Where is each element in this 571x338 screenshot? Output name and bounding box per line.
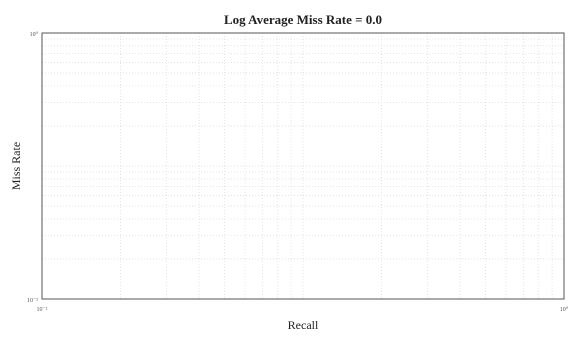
grid: [42, 33, 564, 299]
chart-title: Log Average Miss Rate = 0.0: [224, 12, 382, 27]
y-axis-label: Miss Rate: [9, 142, 23, 190]
x-axis-label: Recall: [288, 318, 319, 332]
axes-box: [41, 32, 565, 300]
x-tick-label-min: 10⁻²: [37, 307, 48, 313]
x-tick-label-max: 10⁰: [560, 306, 569, 313]
y-tick-label-min: 10⁻²: [27, 298, 38, 304]
y-tick-label-max: 10⁰: [30, 31, 39, 38]
